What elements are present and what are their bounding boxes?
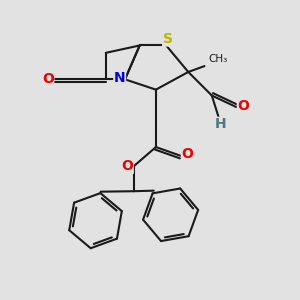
Text: O: O <box>182 147 193 161</box>
Text: N: N <box>114 71 125 85</box>
Text: S: S <box>163 32 173 46</box>
Text: O: O <box>237 99 249 113</box>
Text: H: H <box>215 117 226 131</box>
Text: O: O <box>122 159 133 173</box>
Text: CH₃: CH₃ <box>208 54 227 64</box>
Text: O: O <box>42 72 54 86</box>
